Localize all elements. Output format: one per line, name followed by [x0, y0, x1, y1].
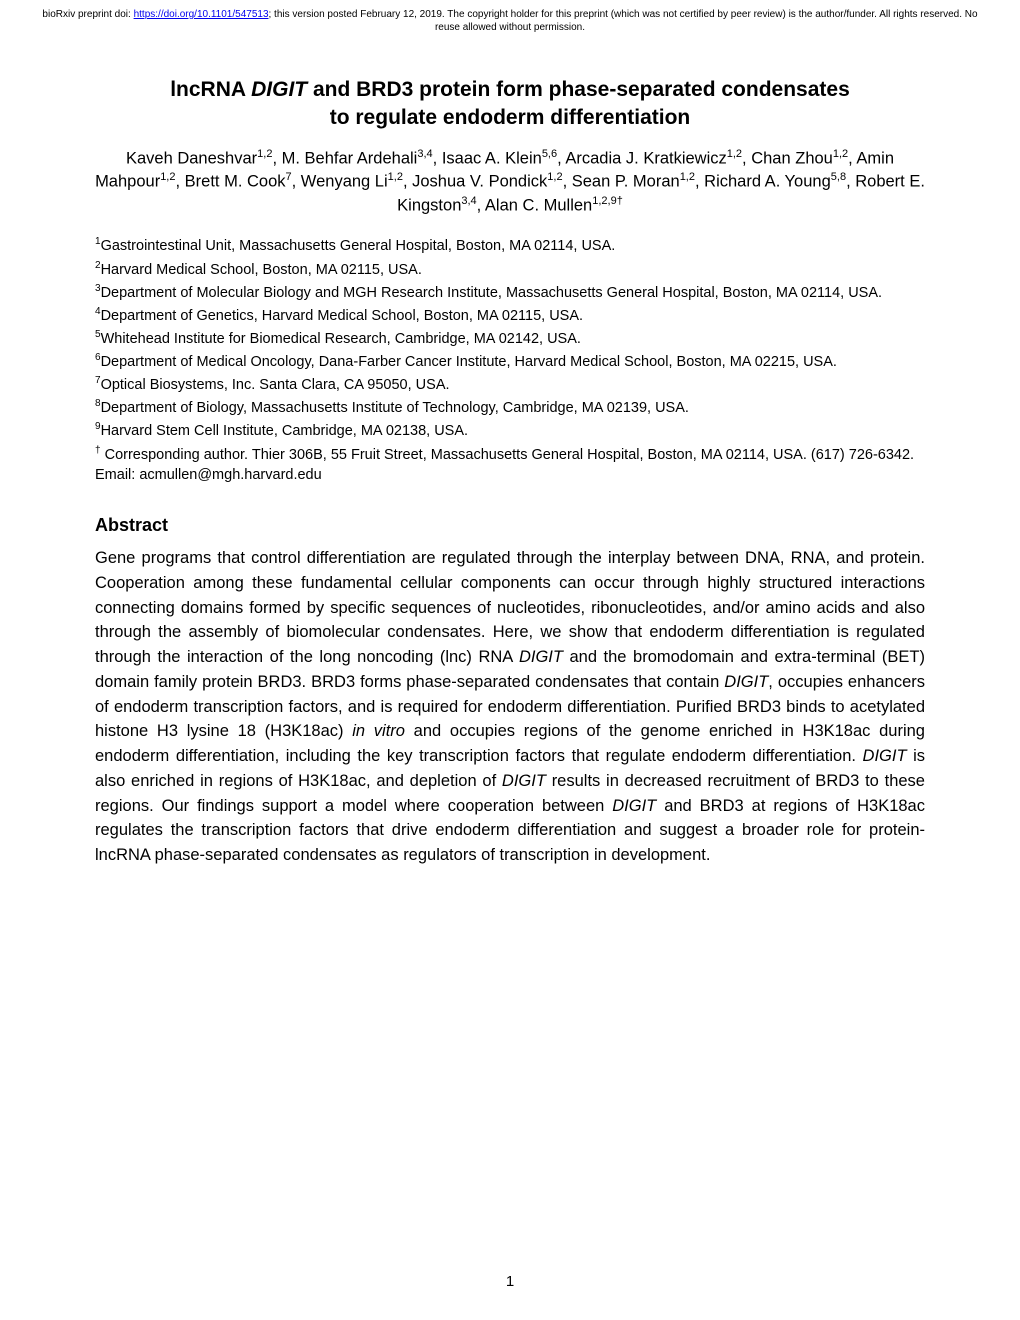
page-content: lncRNA DIGIT and BRD3 protein form phase…	[0, 38, 1020, 868]
affiliation-item: 4Department of Genetics, Harvard Medical…	[95, 305, 925, 326]
affiliation-item: 6Department of Medical Oncology, Dana-Fa…	[95, 351, 925, 372]
page-number: 1	[0, 1273, 1020, 1290]
affiliation-item: 8Department of Biology, Massachusetts In…	[95, 397, 925, 418]
affiliation-item: 9Harvard Stem Cell Institute, Cambridge,…	[95, 420, 925, 441]
title-pre: lncRNA	[170, 78, 251, 101]
title-post: and BRD3 protein form phase-separated co…	[307, 78, 850, 101]
paper-title: lncRNA DIGIT and BRD3 protein form phase…	[95, 76, 925, 133]
affiliations-list: 1Gastrointestinal Unit, Massachusetts Ge…	[95, 235, 925, 485]
preprint-suffix: ; this version posted February 12, 2019.…	[269, 9, 978, 33]
affiliation-item: 1Gastrointestinal Unit, Massachusetts Ge…	[95, 235, 925, 256]
doi-link[interactable]: https://doi.org/10.1101/547513	[134, 9, 269, 20]
affiliation-item: 5Whitehead Institute for Biomedical Rese…	[95, 328, 925, 349]
preprint-banner: bioRxiv preprint doi: https://doi.org/10…	[0, 0, 1020, 38]
abstract-heading: Abstract	[95, 515, 925, 536]
affiliation-item: † Corresponding author. Thier 306B, 55 F…	[95, 444, 925, 485]
preprint-prefix: bioRxiv preprint doi:	[42, 9, 133, 20]
author-list: Kaveh Daneshvar1,2, M. Behfar Ardehali3,…	[95, 147, 925, 218]
affiliation-item: 7Optical Biosystems, Inc. Santa Clara, C…	[95, 374, 925, 395]
title-italic: DIGIT	[251, 78, 307, 101]
abstract-body: Gene programs that control differentiati…	[95, 546, 925, 868]
affiliation-item: 3Department of Molecular Biology and MGH…	[95, 282, 925, 303]
title-line2: to regulate endoderm differentiation	[330, 106, 691, 129]
affiliation-item: 2Harvard Medical School, Boston, MA 0211…	[95, 259, 925, 280]
